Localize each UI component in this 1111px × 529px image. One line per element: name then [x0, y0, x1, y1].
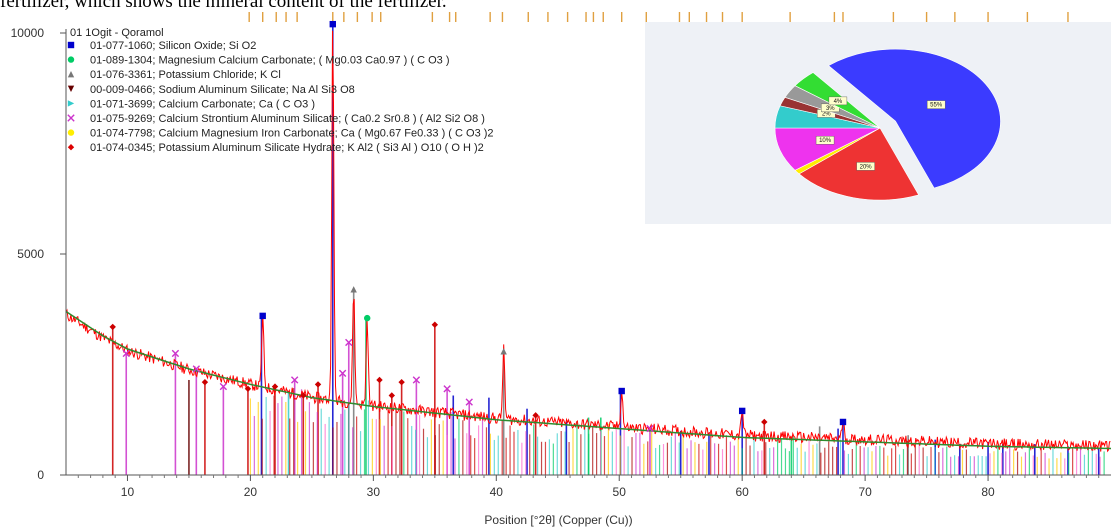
- x-tick-label: 70: [858, 485, 872, 499]
- background-curve: [65, 310, 1111, 450]
- pie-slice-label: 4%: [834, 99, 843, 105]
- pie-label-box: [815, 136, 835, 145]
- pie-label-box: [926, 100, 946, 109]
- x-tick-label: 60: [735, 485, 749, 499]
- legend-entry: 01-077-1060; Silicon Oxide; Si O2: [90, 40, 256, 52]
- legend-marker: [67, 71, 75, 78]
- legend-entry: 01-074-0345; Potassium Aluminum Silicate…: [90, 142, 484, 154]
- reference-marker: [465, 398, 473, 406]
- pie-label-box: [828, 96, 848, 106]
- reference-marker: [646, 424, 654, 433]
- pattern-noise: [249, 388, 1105, 475]
- pie-chart: 55% 20% 10% 2%3%4%: [774, 48, 1001, 201]
- x-tick-label: 50: [613, 485, 627, 499]
- reference-marker: [761, 418, 768, 426]
- reference-marker: [122, 349, 130, 358]
- reference-marker: [338, 369, 347, 378]
- reference-marker: [219, 382, 228, 391]
- pie-slice-label: 20%: [860, 164, 873, 170]
- reference-marker: [244, 385, 252, 393]
- reference-marker: [314, 381, 322, 388]
- legend: 01 1Ogit - Qoramol 01-077-1060; Silicon …: [67, 27, 494, 154]
- pie-label-box: [856, 162, 875, 171]
- reference-marker: [388, 392, 395, 399]
- legend-marker: [67, 129, 75, 136]
- pie-slice-label: 55%: [930, 103, 943, 109]
- legend-marker: [67, 41, 75, 49]
- pie-slice-label: 10%: [819, 138, 832, 144]
- reference-marker: [532, 412, 539, 419]
- legend-title: 01 1Ogit - Qoramol: [70, 27, 164, 39]
- pie-slice: [828, 48, 1001, 189]
- y-tick-label: 5000: [17, 247, 44, 261]
- x-tick-label: 40: [490, 485, 504, 499]
- x-tick-label: 30: [367, 485, 381, 499]
- reference-marker: [201, 378, 209, 386]
- reference-marker: [171, 349, 180, 358]
- peak-marker: [329, 20, 336, 28]
- y-tick-label: 0: [37, 468, 44, 482]
- x-tick-label: 10: [121, 485, 135, 499]
- legend-marker: [67, 144, 75, 151]
- top-tick-marks: [248, 12, 1069, 22]
- legend-entry: 01-074-7798; Calcium Magnesium Iron Carb…: [90, 128, 494, 140]
- legend-entry: 01-075-9269; Calcium Strontium Aluminum …: [90, 113, 485, 125]
- legend-marker: [67, 100, 75, 107]
- peak-marker: [350, 286, 357, 293]
- x-tick-label: 20: [244, 485, 258, 499]
- legend-marker: [67, 114, 75, 122]
- figure-caption: fertilizer, which shows the mineral cont…: [0, 0, 447, 12]
- legend-entry: 00-009-0466; Sodium Aluminum Silicate; N…: [90, 84, 355, 96]
- x-axis-title: Position [°2θ] (Copper (Cu)): [484, 513, 632, 527]
- reference-marker: [398, 378, 405, 386]
- legend-marker: [67, 85, 75, 92]
- reference-marker: [376, 376, 383, 384]
- pie-slice-label: 2%: [822, 111, 831, 117]
- major-peaks: [109, 20, 847, 433]
- reference-marker: [443, 385, 451, 393]
- reference-marker: [271, 383, 279, 390]
- peak-marker: [259, 312, 266, 320]
- pie-slice-label: 3%: [826, 106, 835, 112]
- peak-marker: [738, 407, 746, 415]
- reference-marker: [109, 323, 116, 331]
- pie-inset: 55% 20% 10% 2%3%4%: [645, 22, 1111, 224]
- legend-entry: 01-089-1304; Magnesium Calcium Carbonate…: [90, 55, 450, 67]
- peak-marker: [500, 348, 507, 355]
- peak-marker: [618, 387, 625, 395]
- x-tick-label: 80: [981, 485, 995, 499]
- peak-marker: [839, 418, 847, 426]
- reference-marker: [431, 321, 439, 328]
- legend-entry: 01-076-3361; Potassium Chloride; K Cl: [90, 69, 281, 81]
- axes: 10 20 30 40 50 60 70 80 0 5000 10000: [11, 26, 1111, 499]
- reference-marker: [192, 365, 201, 373]
- y-tick-label: 10000: [11, 26, 45, 40]
- reference-marker: [345, 338, 353, 347]
- legend-marker: [67, 56, 75, 63]
- reference-marker: [412, 376, 421, 384]
- reference-marker: [300, 392, 307, 399]
- peak-marker: [364, 314, 371, 322]
- reference-marker: [290, 376, 299, 384]
- legend-entry: 01-071-3699; Calcium Carbonate; Ca ( C O…: [90, 98, 315, 110]
